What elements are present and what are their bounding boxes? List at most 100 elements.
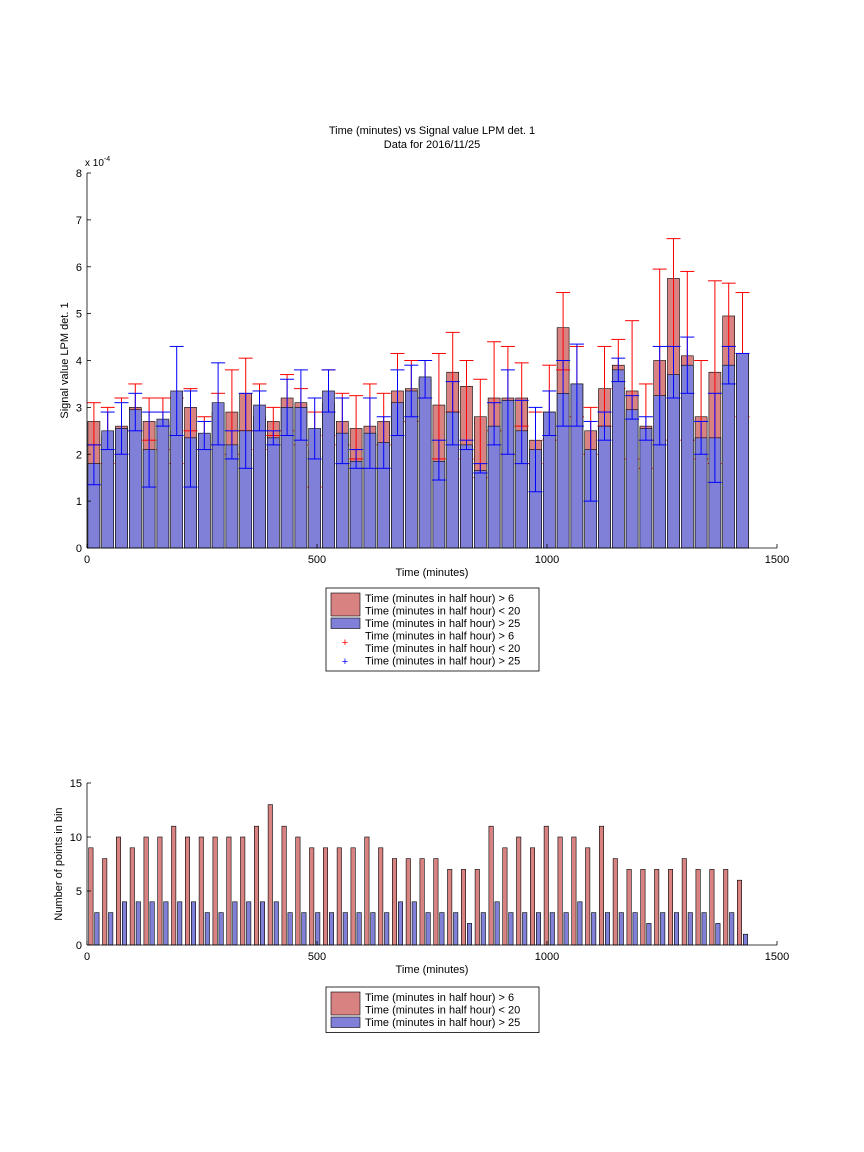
bar	[439, 912, 445, 946]
y-tick-label: 5	[76, 886, 82, 898]
y-axis-label: Signal value LPM det. 1	[59, 302, 71, 418]
x-tick-label: 1500	[765, 951, 789, 963]
legend-box	[325, 587, 540, 672]
bar	[411, 901, 417, 946]
bar	[240, 836, 246, 946]
bar	[135, 901, 141, 946]
bar	[204, 912, 210, 946]
bar	[433, 858, 439, 946]
bar	[591, 912, 597, 946]
bar	[301, 912, 307, 946]
bar	[473, 470, 487, 549]
legend-entry-label: Time (minutes in half hour) > 25	[365, 656, 520, 668]
bar	[232, 901, 238, 946]
y-tick-label: 0	[76, 543, 82, 555]
bar	[447, 869, 453, 946]
bar	[508, 912, 514, 946]
y-tick-label: 4	[76, 356, 82, 368]
bar	[287, 912, 293, 946]
bar	[315, 912, 321, 946]
x-tick-label: 1000	[535, 554, 559, 566]
bar	[342, 912, 348, 946]
series-blue	[86, 336, 750, 549]
bar	[122, 901, 128, 946]
bar	[611, 369, 625, 549]
points-in-bin-chart: 0 500 1000 1500 0 5 10 15 Time (minutes) Number o…	[53, 778, 789, 976]
x-tick-label: 0	[84, 554, 90, 566]
y-tick-label: 15	[70, 778, 82, 790]
bar	[198, 432, 211, 549]
bar	[488, 825, 494, 946]
bar	[322, 390, 335, 549]
bar	[266, 437, 280, 549]
bar	[198, 836, 204, 946]
y-tick-label: 3	[76, 402, 82, 414]
bar	[281, 825, 287, 946]
bar	[336, 847, 342, 946]
bar	[598, 425, 611, 549]
bar	[736, 353, 749, 549]
bar	[543, 825, 549, 946]
bar	[577, 901, 583, 946]
bar	[681, 858, 687, 946]
bar	[88, 847, 94, 946]
legend-swatch	[330, 617, 361, 629]
x-tick-label: 1500	[765, 554, 789, 566]
bar	[654, 869, 660, 946]
x-tick-label: 500	[308, 951, 326, 963]
x-tick-label: 0	[84, 951, 90, 963]
legend-entry-label: Time (minutes in half hour) > 6	[365, 631, 514, 643]
bar	[378, 847, 384, 946]
bar	[736, 879, 742, 946]
bar	[391, 858, 397, 946]
x-tick-label: 500	[308, 554, 326, 566]
legend-entry-label: Time (minutes in half hour) < 20	[365, 643, 520, 655]
bar	[356, 912, 362, 946]
bar	[350, 847, 356, 946]
legend-swatch	[330, 1016, 361, 1028]
bar	[418, 376, 432, 549]
bar	[529, 847, 535, 946]
bar	[143, 836, 149, 946]
bar	[254, 825, 260, 946]
bar	[328, 912, 334, 946]
y-tick-label: 2	[76, 449, 82, 461]
y-tick-label: 10	[70, 832, 82, 844]
bar	[322, 847, 328, 946]
bar	[474, 869, 480, 946]
signal-value-chart: Time (minutes) vs Signal value LPM det. …	[59, 125, 789, 579]
bar	[425, 912, 431, 946]
bar	[625, 409, 639, 549]
legend-marker: +	[342, 637, 348, 649]
bar	[309, 847, 315, 946]
bar	[226, 836, 232, 946]
bar	[742, 933, 748, 946]
bar	[709, 869, 715, 946]
legend-marker: +	[342, 656, 348, 668]
y-tick-label: 6	[76, 262, 82, 274]
bar	[701, 912, 707, 946]
bar	[157, 836, 163, 946]
bar	[557, 836, 563, 946]
bar	[715, 923, 721, 946]
bar	[632, 912, 638, 946]
bar	[563, 912, 569, 946]
bar	[549, 912, 555, 946]
bar	[618, 912, 624, 946]
y-exponent-power: -4	[104, 156, 110, 163]
bar	[639, 428, 653, 549]
bar	[295, 836, 301, 946]
bar	[349, 460, 363, 549]
bar	[460, 869, 466, 946]
y-axis-label: Number of points in bin	[53, 807, 65, 920]
bar	[397, 901, 403, 946]
bar	[191, 901, 197, 946]
bar	[522, 912, 528, 946]
bar	[640, 869, 646, 946]
bar	[723, 869, 729, 946]
bar	[273, 901, 279, 946]
y-tick-label: 7	[76, 215, 82, 227]
legend-entry-label: Time (minutes in half hour) < 20	[365, 1005, 520, 1017]
